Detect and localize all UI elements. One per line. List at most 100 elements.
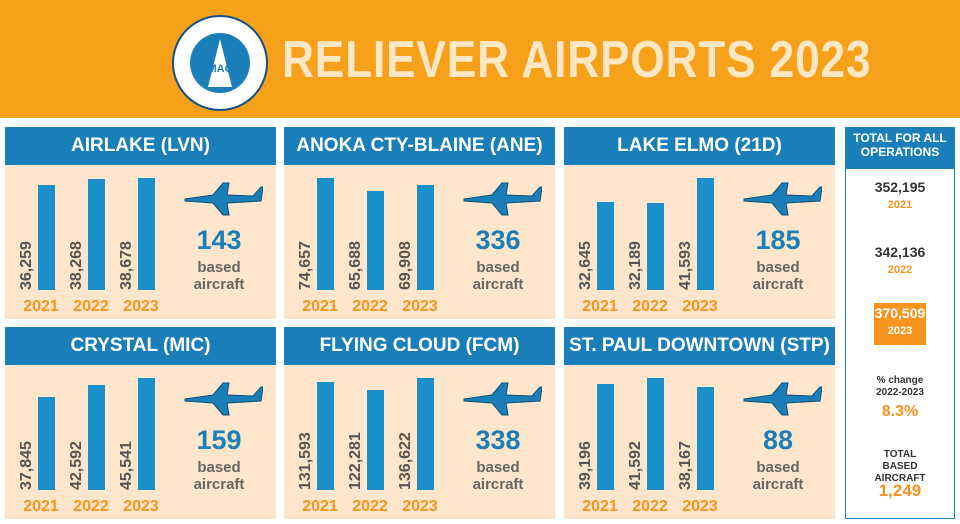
value-label: 122,281 xyxy=(347,428,365,490)
year-label: 2023 xyxy=(395,498,445,516)
value-label: 32,189 xyxy=(627,228,645,290)
bar xyxy=(88,385,105,490)
bar xyxy=(38,397,55,490)
year-label: 2021 xyxy=(575,498,625,516)
year-label: 2022 xyxy=(625,498,675,516)
value-label: 65,688 xyxy=(347,228,365,290)
bar xyxy=(417,378,434,490)
bar xyxy=(88,179,105,290)
total-year: 2022 xyxy=(846,264,954,276)
based-label: based aircraft xyxy=(463,459,533,493)
year-label: 2021 xyxy=(295,298,345,316)
value-label: 32,645 xyxy=(577,228,595,290)
bar xyxy=(697,178,714,290)
bar xyxy=(317,178,334,290)
plane-icon xyxy=(742,379,822,424)
based-label: based aircraft xyxy=(743,259,813,293)
year-label: 2022 xyxy=(66,298,116,316)
change-value: 8.3% xyxy=(846,403,954,421)
value-label: 41,592 xyxy=(627,428,645,490)
bar xyxy=(38,185,55,290)
based-label: based aircraft xyxy=(743,459,813,493)
based-count: 185 xyxy=(728,225,828,256)
value-label: 42,592 xyxy=(68,428,86,490)
logo-art: MAC xyxy=(174,17,266,109)
plane-icon xyxy=(462,179,542,224)
value-label: 74,657 xyxy=(297,228,315,290)
value-label: 69,908 xyxy=(397,228,415,290)
value-label: 45,541 xyxy=(118,428,136,490)
year-label: 2022 xyxy=(66,498,116,516)
bar xyxy=(597,202,614,290)
plane-icon xyxy=(183,179,263,224)
bar xyxy=(138,378,155,490)
based-title: TOTAL BASED AIRCRAFT xyxy=(846,449,954,485)
year-label: 2021 xyxy=(16,298,66,316)
sidebar-title: TOTAL FOR ALL OPERATIONS xyxy=(846,127,954,169)
change-label: % change 2022-2023 xyxy=(846,375,954,399)
year-label: 2021 xyxy=(16,498,66,516)
year-label: 2023 xyxy=(675,298,725,316)
bar xyxy=(317,382,334,490)
panel-title: CRYSTAL (MIC) xyxy=(5,327,276,365)
based-value: 1,249 xyxy=(846,481,954,501)
panel-title: FLYING CLOUD (FCM) xyxy=(284,327,555,365)
panel-title: ANOKA CTY-BLAINE (ANE) xyxy=(284,127,555,165)
bar xyxy=(367,390,384,490)
panel-title: ST. PAUL DOWNTOWN (STP) xyxy=(564,327,835,365)
value-label: 136,622 xyxy=(397,428,415,490)
plane-icon xyxy=(183,379,263,424)
total-year: 2021 xyxy=(846,199,954,211)
total-value: 370,509 xyxy=(846,305,954,321)
value-label: 38,167 xyxy=(677,428,695,490)
sidebar: TOTAL FOR ALL OPERATIONS 352,195 2021 342,1… xyxy=(845,127,955,519)
year-label: 2021 xyxy=(295,498,345,516)
year-label: 2023 xyxy=(116,498,166,516)
year-label: 2022 xyxy=(345,498,395,516)
value-label: 38,268 xyxy=(68,228,86,290)
bar xyxy=(647,378,664,490)
logo-text: MAC xyxy=(207,63,232,75)
plane-icon xyxy=(742,179,822,224)
total-value: 352,195 xyxy=(846,179,954,195)
bar xyxy=(367,191,384,290)
bar xyxy=(597,384,614,490)
based-label: based aircraft xyxy=(463,259,533,293)
based-count: 338 xyxy=(448,425,548,456)
total-year: 2023 xyxy=(846,325,954,337)
plane-icon xyxy=(462,379,542,424)
value-label: 37,845 xyxy=(18,428,36,490)
year-label: 2023 xyxy=(395,298,445,316)
bar xyxy=(417,185,434,290)
based-label: based aircraft xyxy=(184,459,254,493)
value-label: 131,593 xyxy=(297,428,315,490)
title: RELIEVER AIRPORTS 2023 xyxy=(282,30,871,90)
based-label: based aircraft xyxy=(184,259,254,293)
year-label: 2023 xyxy=(116,298,166,316)
based-count: 143 xyxy=(169,225,269,256)
based-count: 159 xyxy=(169,425,269,456)
logo: MAC xyxy=(172,15,268,111)
year-label: 2022 xyxy=(345,298,395,316)
year-label: 2023 xyxy=(675,498,725,516)
bar xyxy=(138,178,155,290)
panel-title: AIRLAKE (LVN) xyxy=(5,127,276,165)
bar xyxy=(697,387,714,490)
panel-title: LAKE ELMO (21D) xyxy=(564,127,835,165)
total-value: 342,136 xyxy=(846,244,954,260)
value-label: 38,678 xyxy=(118,228,136,290)
based-count: 336 xyxy=(448,225,548,256)
bar xyxy=(647,203,664,290)
year-label: 2021 xyxy=(575,298,625,316)
value-label: 39,196 xyxy=(577,428,595,490)
based-count: 88 xyxy=(728,425,828,456)
page: MAC RELIEVER AIRPORTS 2023 TOTAL FOR ALL… xyxy=(0,0,960,524)
value-label: 41,593 xyxy=(677,228,695,290)
year-label: 2022 xyxy=(625,298,675,316)
value-label: 36,259 xyxy=(18,228,36,290)
